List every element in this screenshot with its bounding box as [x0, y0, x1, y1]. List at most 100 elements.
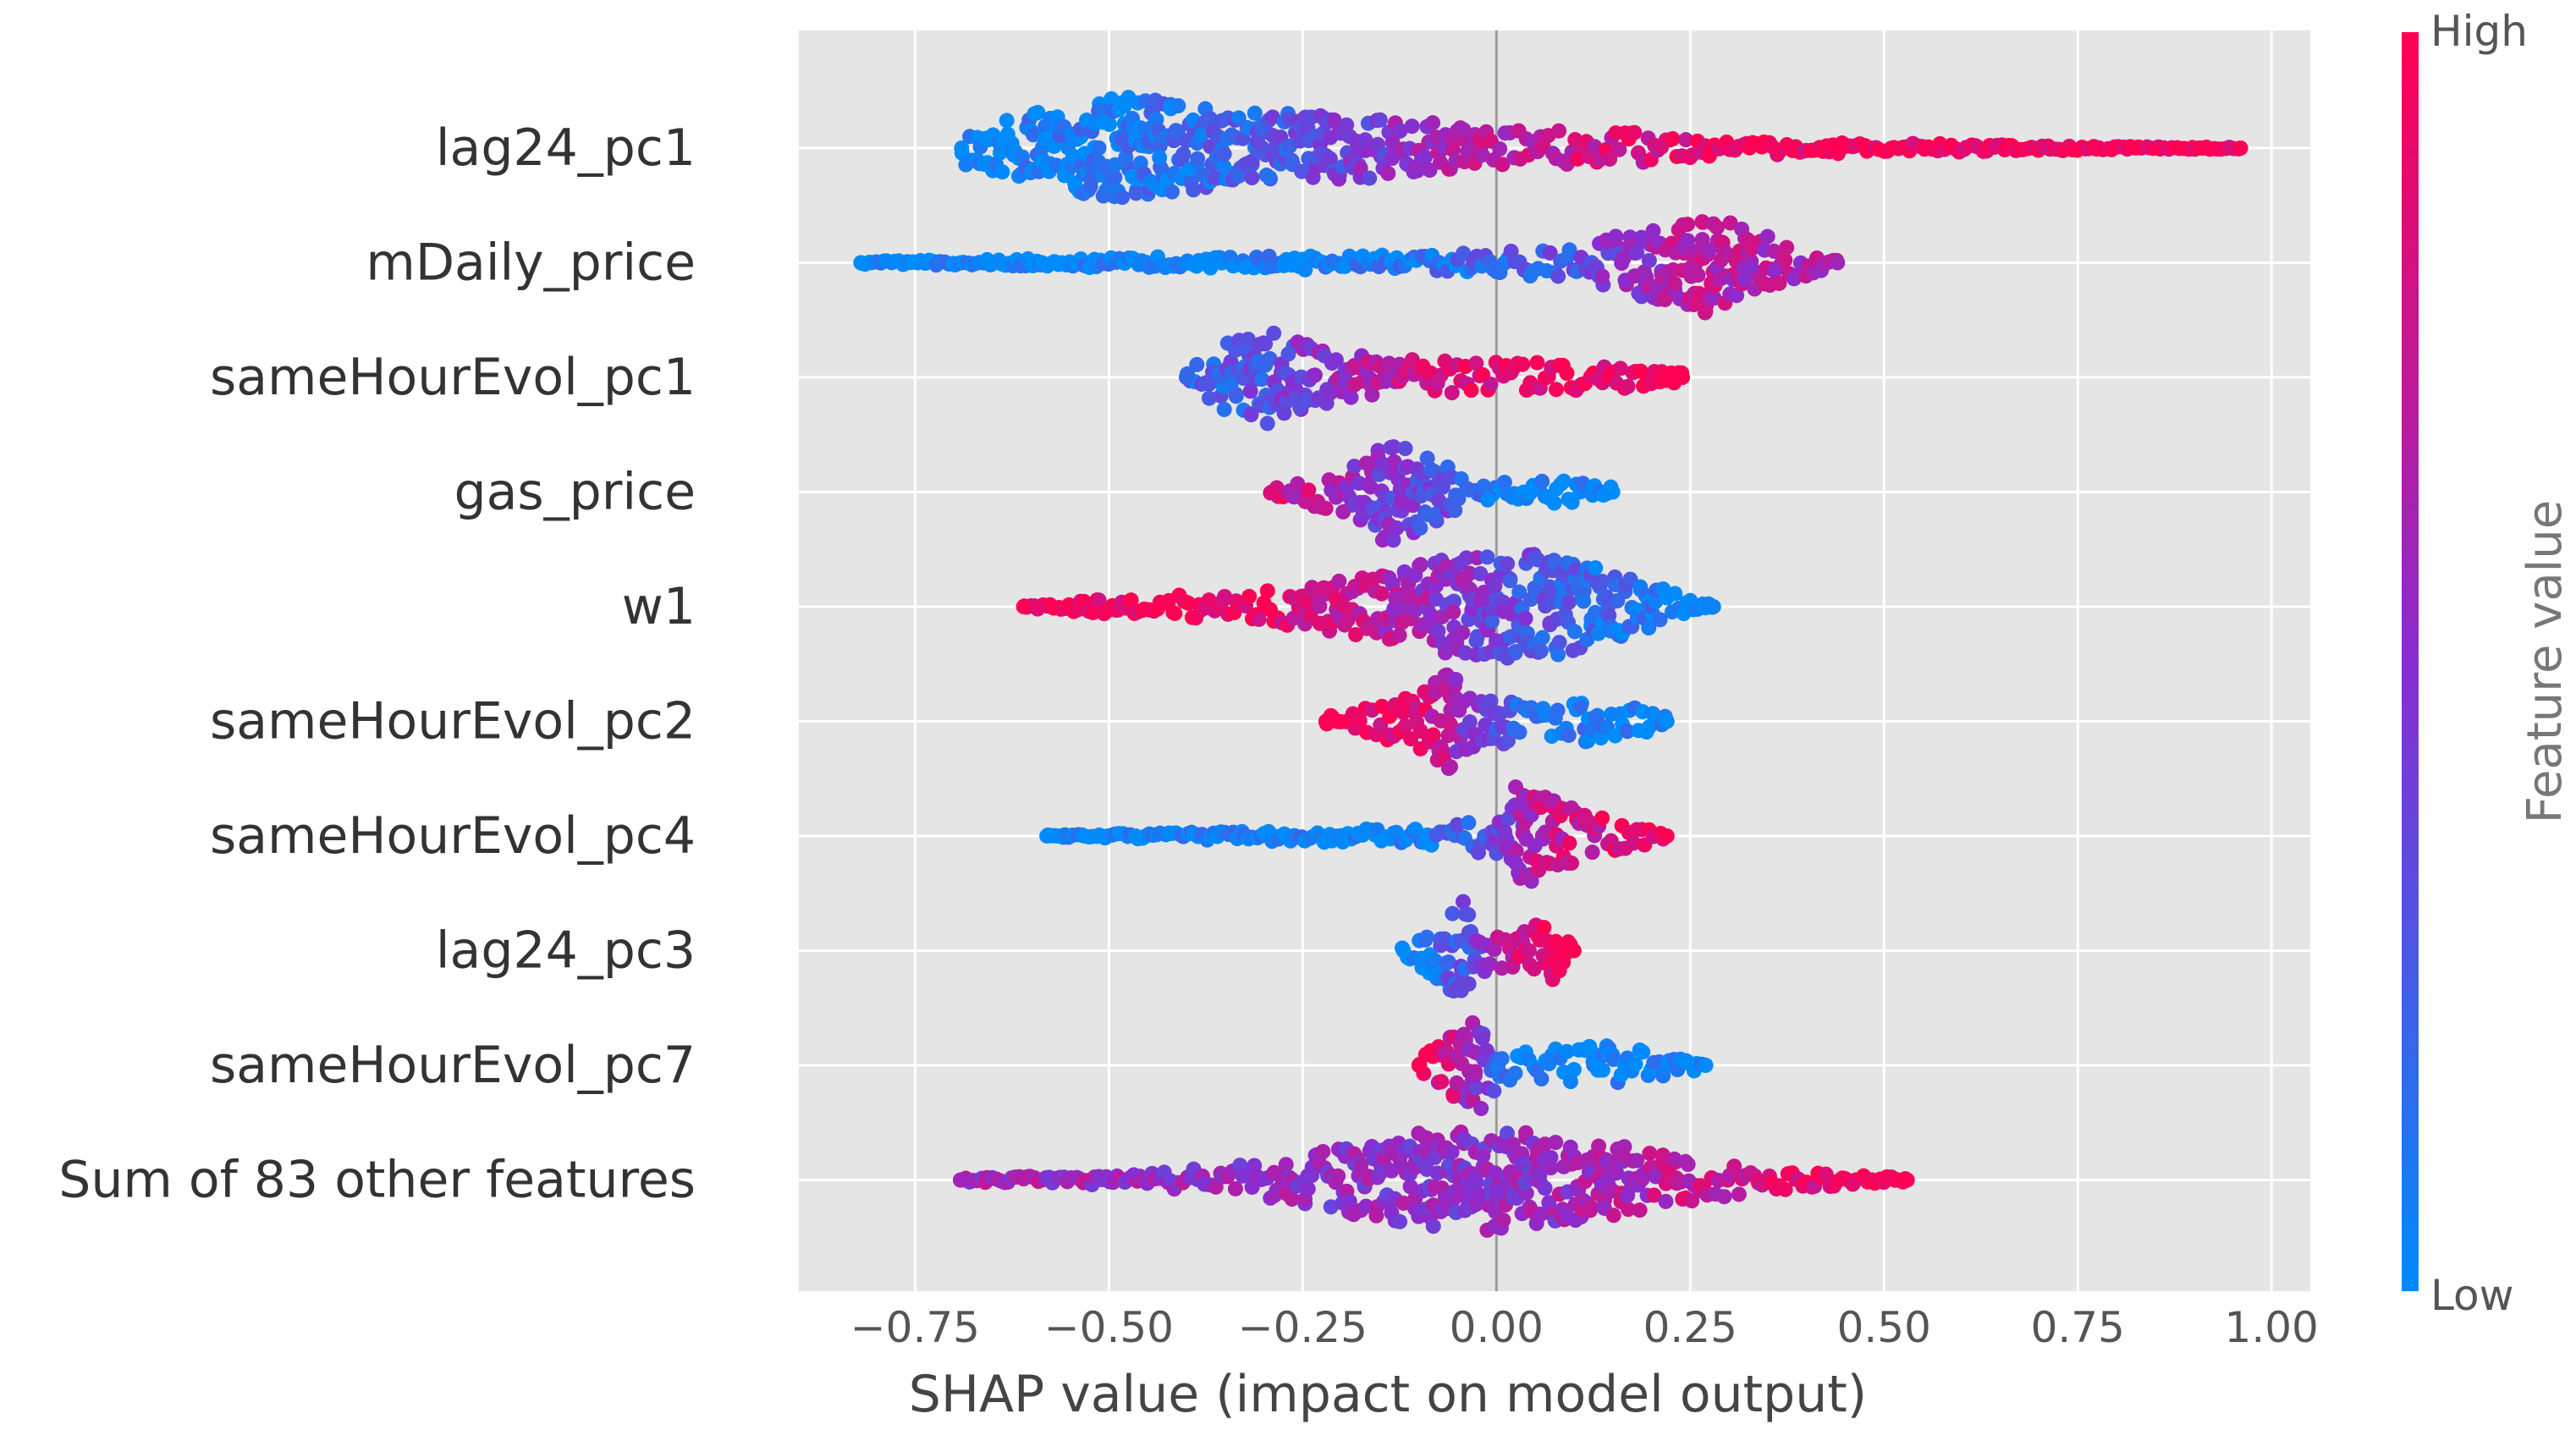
shap-point	[1641, 252, 1657, 268]
shap-point	[853, 255, 869, 271]
shap-point	[1591, 1138, 1607, 1154]
shap-point	[1534, 473, 1550, 489]
shap-point	[1455, 894, 1471, 910]
shap-point	[1582, 1038, 1598, 1054]
shap-point	[1486, 941, 1502, 957]
x-tick-label: −0.50	[1044, 1303, 1174, 1352]
shap-point	[1534, 630, 1550, 646]
shap-point	[1496, 475, 1512, 491]
shap-point	[1362, 170, 1378, 186]
shap-point	[1389, 520, 1405, 536]
feature-label: sameHourEvol_pc2	[210, 692, 696, 751]
shap-point	[1568, 561, 1584, 577]
shap-point	[1495, 1212, 1511, 1228]
shap-point	[1646, 1187, 1662, 1203]
shap-point	[1201, 390, 1217, 406]
shap-point	[1473, 1101, 1489, 1117]
shap-point	[1346, 459, 1362, 475]
shap-point	[1486, 1083, 1502, 1099]
shap-point	[1455, 624, 1471, 641]
shap-point	[1611, 141, 1627, 157]
shap-point	[999, 113, 1015, 129]
shap-point	[1550, 268, 1566, 284]
shap-point	[1550, 646, 1566, 663]
shap-point	[1328, 352, 1344, 368]
shap-point	[1461, 815, 1477, 831]
shap-point	[1533, 1206, 1549, 1222]
shap-point	[1548, 382, 1564, 398]
shap-point	[954, 140, 970, 156]
shap-point	[1488, 1165, 1504, 1181]
shap-point	[1680, 233, 1696, 249]
x-tick-label: 0.25	[1643, 1303, 1737, 1352]
shap-point	[1284, 1191, 1300, 1207]
shap-point	[1417, 932, 1434, 948]
shap-point	[1326, 112, 1342, 128]
shap-point	[1444, 1144, 1460, 1160]
shap-point	[1301, 482, 1317, 498]
shap-point	[1533, 1071, 1549, 1087]
shap-point	[1543, 1160, 1559, 1176]
shap-point	[1404, 118, 1420, 135]
shap-point	[1731, 1186, 1747, 1202]
shap-point	[1511, 724, 1527, 740]
shap-point	[1107, 157, 1123, 173]
shap-point	[1680, 217, 1696, 233]
shap-point	[1584, 844, 1600, 861]
shap-point	[1351, 712, 1368, 729]
shap-point	[1583, 1200, 1599, 1216]
shap-point	[1373, 586, 1390, 602]
shap-point	[1456, 245, 1472, 261]
shap-point	[1620, 378, 1636, 394]
shap-point	[1818, 1166, 1834, 1182]
shap-point	[1680, 1157, 1696, 1173]
shap-point	[1620, 723, 1636, 740]
shap-point	[1170, 98, 1186, 114]
shap-point	[1652, 612, 1668, 628]
shap-point	[1705, 599, 1721, 614]
shap-point	[1542, 245, 1558, 261]
shap-point	[1242, 383, 1258, 399]
shap-point	[1551, 123, 1567, 139]
shap-point	[1541, 1195, 1557, 1211]
shap-point	[1654, 1147, 1671, 1163]
shap-point	[1430, 623, 1446, 639]
shap-point	[1726, 1158, 1742, 1174]
shap-point	[1427, 953, 1443, 969]
shap-point	[1533, 643, 1549, 659]
shap-point	[1468, 355, 1484, 371]
x-tick-label: 0.75	[2031, 1303, 2125, 1352]
x-tick-labels: −0.75 −0.50 −0.25 0.00 0.25 0.50 0.75 1.00	[850, 1303, 2319, 1352]
shap-point	[1449, 1075, 1465, 1091]
shap-point	[1228, 387, 1244, 403]
shap-point	[1259, 583, 1275, 599]
shap-point	[1417, 149, 1434, 165]
shap-point	[1186, 182, 1202, 198]
shap-point	[1244, 153, 1260, 169]
shap-point	[1508, 843, 1524, 859]
shap-point	[1372, 112, 1388, 128]
shap-point	[1425, 727, 1441, 743]
shap-point	[1422, 162, 1438, 179]
shap-point	[1085, 604, 1101, 620]
feature-label: lag24_pc3	[436, 921, 696, 981]
shap-point	[1315, 1143, 1331, 1159]
shap-point	[1026, 127, 1042, 143]
shap-point	[1407, 822, 1423, 838]
shap-point	[1395, 1195, 1412, 1211]
shap-point	[1216, 401, 1232, 417]
shap-point	[1101, 116, 1117, 132]
shap-point	[1608, 228, 1624, 245]
shap-point	[1594, 574, 1610, 590]
shap-point	[1759, 228, 1775, 245]
shap-point	[1709, 219, 1725, 235]
shap-point	[1440, 954, 1456, 971]
shap-point	[1566, 624, 1582, 640]
shap-point	[1684, 1193, 1700, 1209]
shap-point	[1502, 573, 1518, 589]
shap-point	[1515, 356, 1531, 372]
shap-point	[1777, 1181, 1793, 1197]
shap-point	[1278, 1157, 1294, 1173]
shap-point	[1537, 1180, 1553, 1196]
